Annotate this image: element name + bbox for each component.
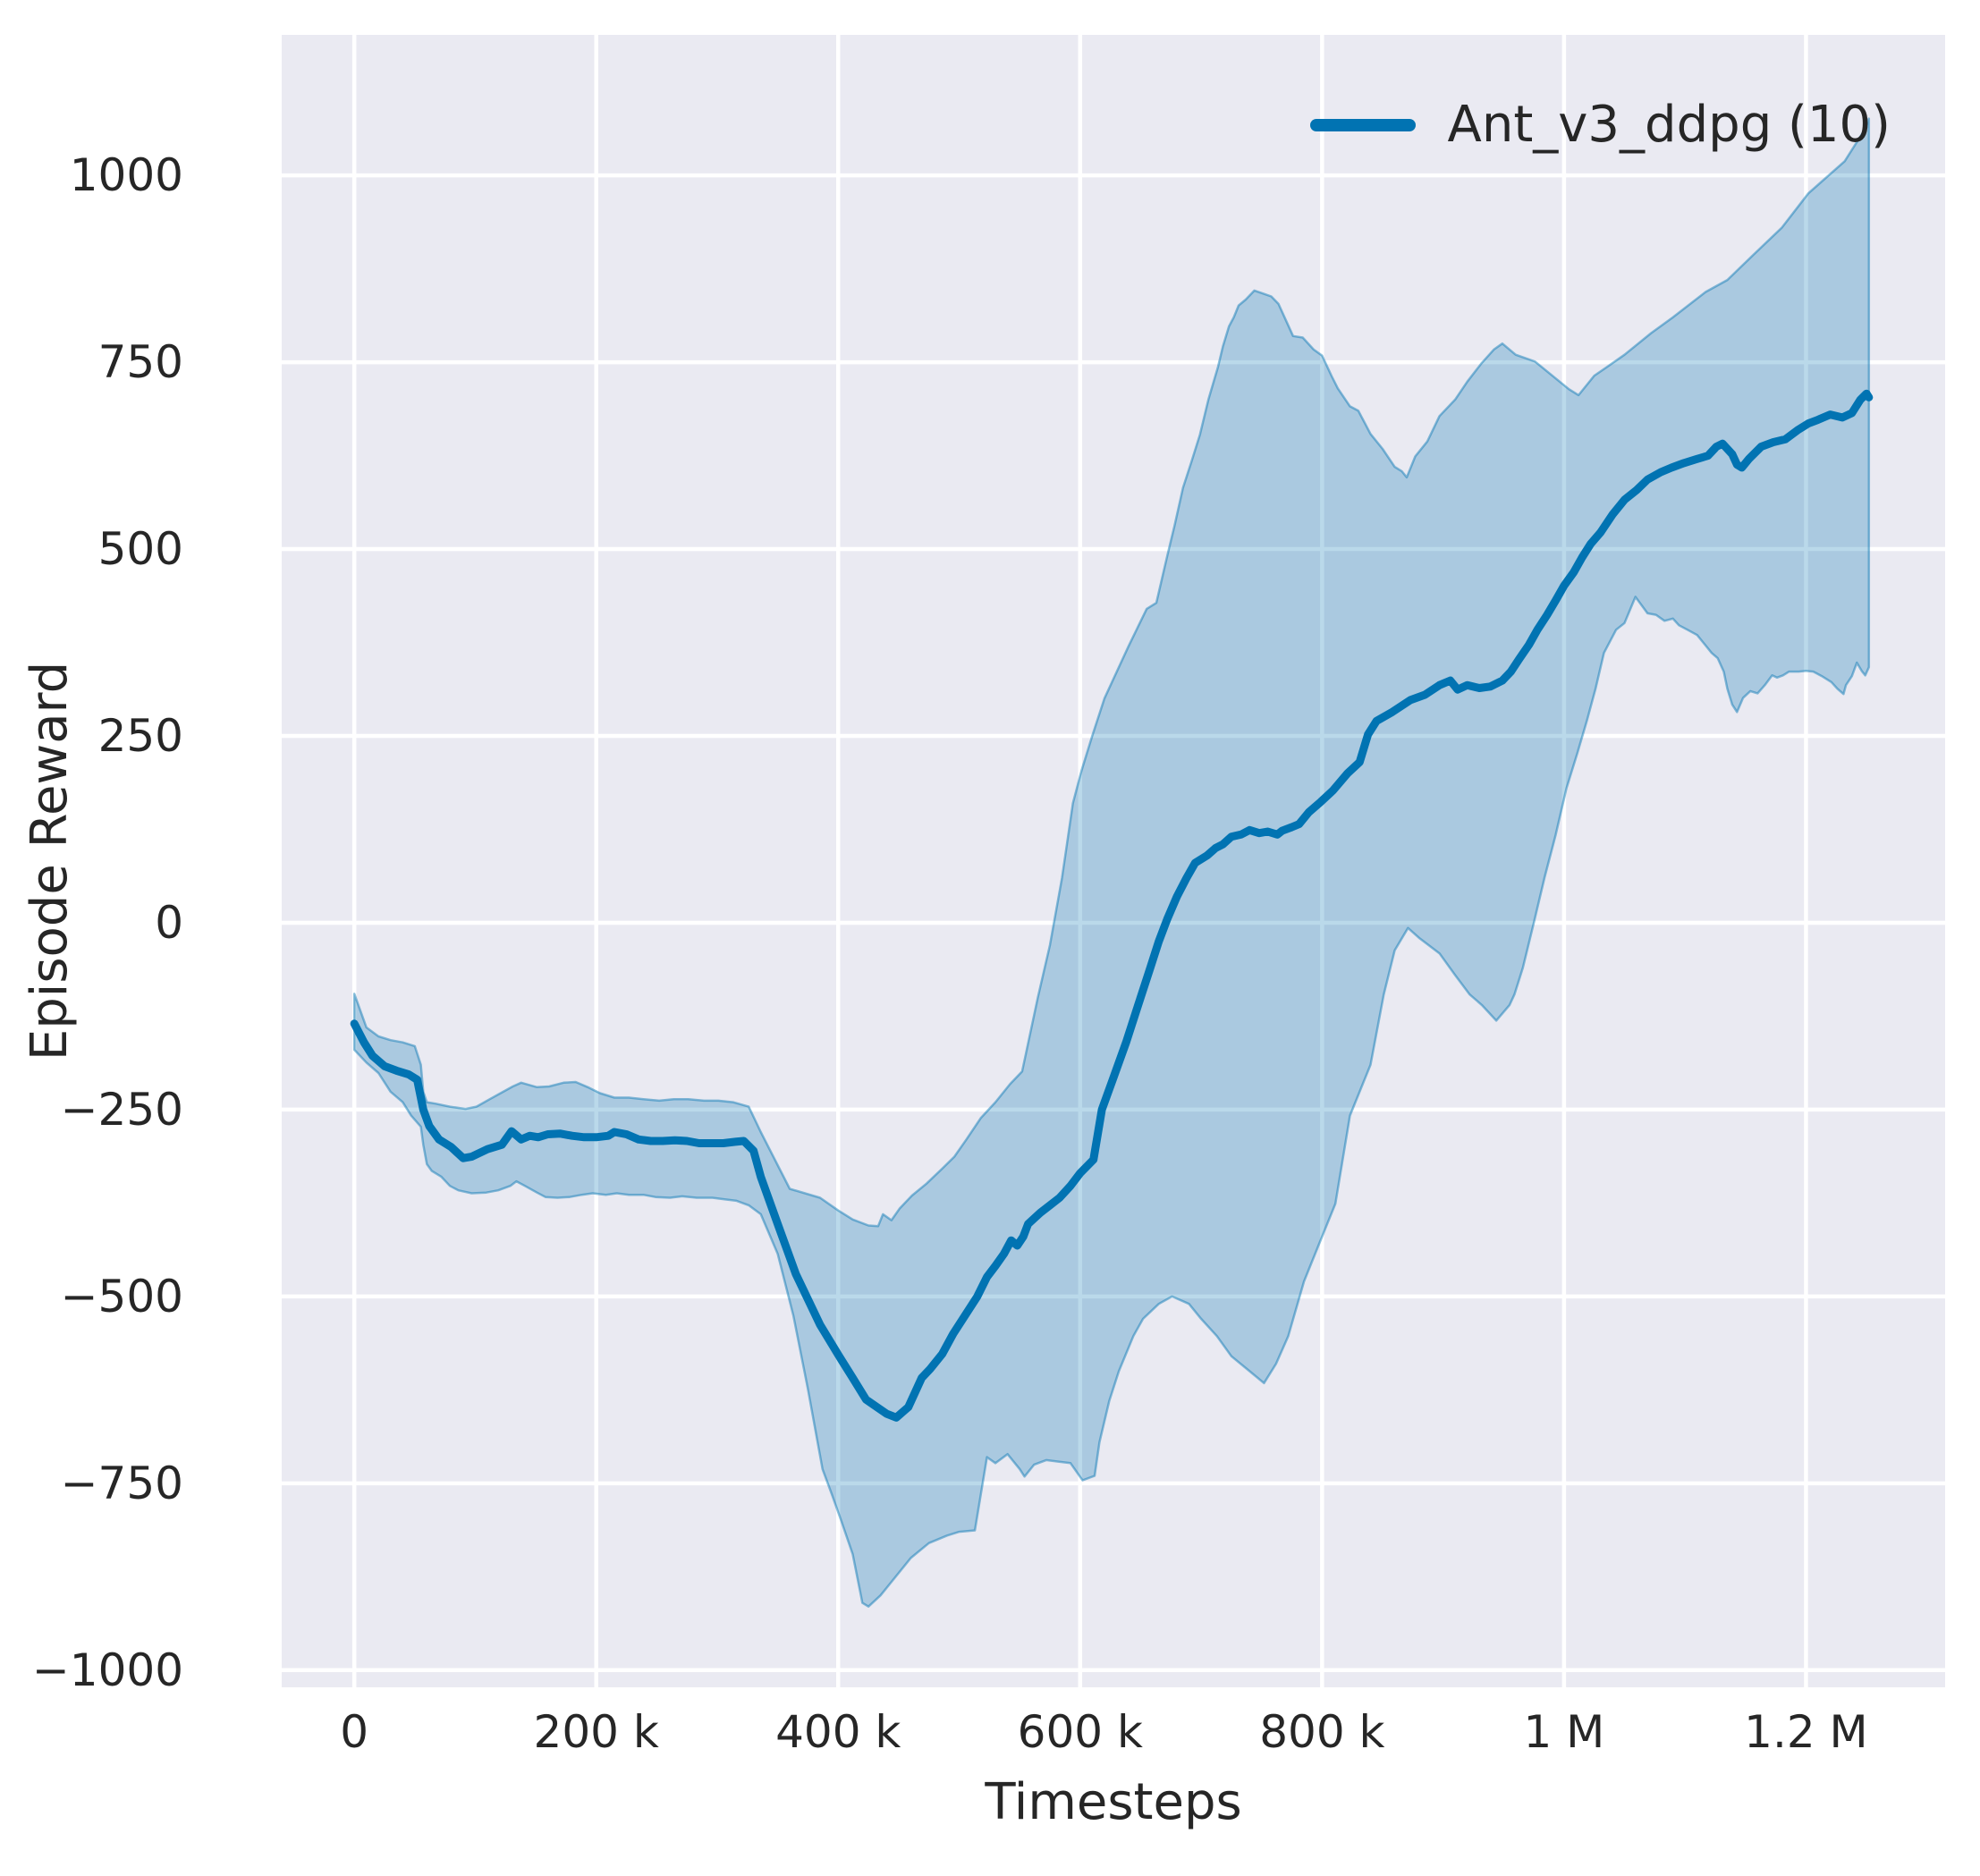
legend-line-swatch (1309, 119, 1416, 131)
x-tick-label: 200 k (533, 1706, 659, 1758)
confidence-band (352, 117, 1871, 1608)
y-tick-label: 0 (155, 896, 183, 949)
x-tick-label: 800 k (1259, 1706, 1385, 1758)
y-tick-label: −500 (60, 1270, 183, 1322)
x-tick-label: 1.2 M (1744, 1706, 1868, 1758)
x-tick-label: 1 M (1523, 1706, 1605, 1758)
x-tick-label: 600 k (1017, 1706, 1143, 1758)
y-tick-label: 250 (97, 710, 183, 762)
y-tick-label: 1000 (69, 149, 183, 202)
plot-background (282, 35, 1945, 1687)
legend-label: Ant_v3_ddpg (10) (1447, 96, 1891, 154)
x-axis-title: Timesteps (985, 1773, 1242, 1831)
x-tick-label: 400 k (775, 1706, 901, 1758)
mean-line (350, 389, 1874, 1422)
y-tick-label: −250 (60, 1083, 183, 1136)
y-tick-label: −1000 (31, 1644, 183, 1696)
y-tick-label: 750 (97, 336, 183, 389)
y-axis-title: Episode Reward (21, 661, 79, 1061)
y-tick-label: −750 (60, 1457, 183, 1509)
x-tick-label: 0 (340, 1706, 369, 1758)
legend: Ant_v3_ddpg (10) (1309, 96, 1891, 154)
y-tick-label: 500 (97, 523, 183, 576)
